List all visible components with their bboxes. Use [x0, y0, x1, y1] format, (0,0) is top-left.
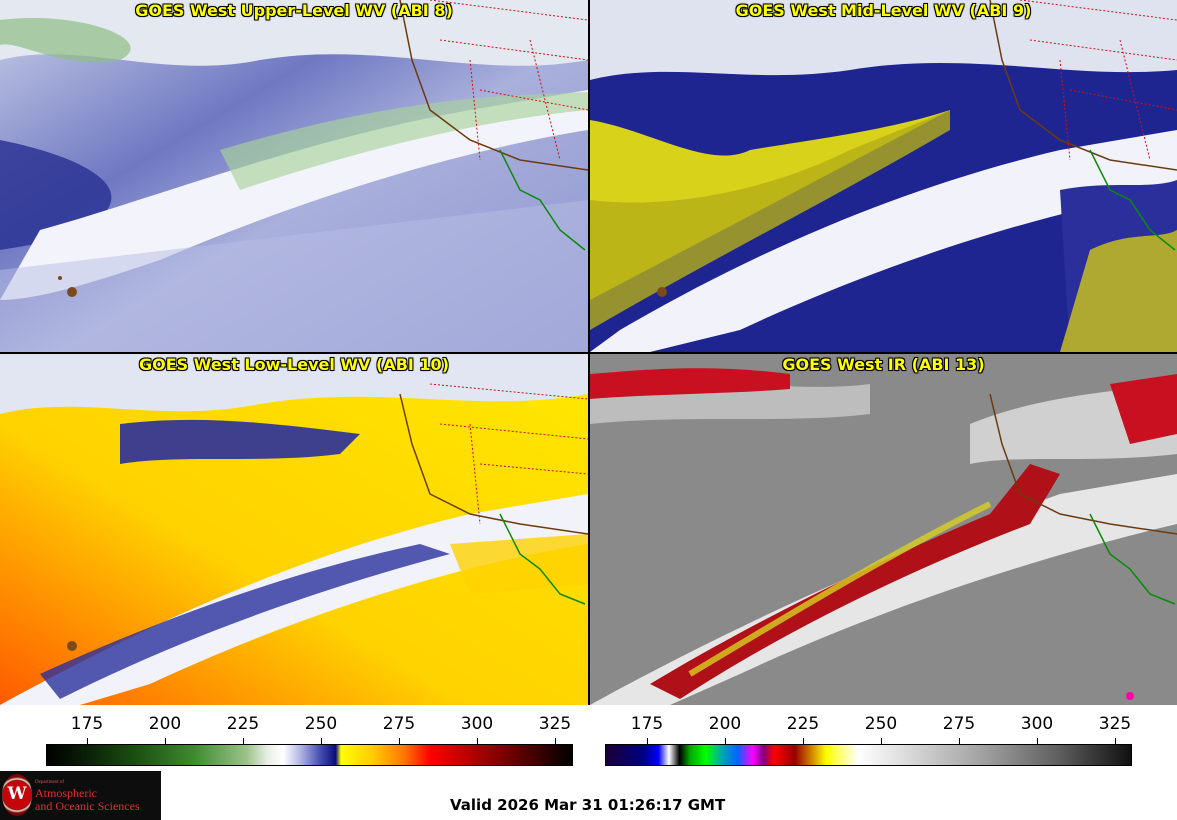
- low-level-wv-image: [0, 354, 588, 705]
- ir-colorbar-tick: [725, 738, 726, 744]
- panel-title-mid-wv: GOES West Mid-Level WV (ABI 9): [735, 1, 1032, 20]
- mid-level-wv-image: [590, 0, 1177, 352]
- ir-colorbar-tick: [1115, 738, 1116, 744]
- wv-colorbar-tick: [165, 738, 166, 744]
- water-vapor-colorbar: [46, 744, 573, 766]
- wv-colorbar-tick: [87, 738, 88, 744]
- wv-colorbar-tick: [555, 738, 556, 744]
- wv-colorbar-tick-label: 275: [382, 714, 416, 734]
- mid-level-wv-panel: GOES West Mid-Level WV (ABI 9): [590, 0, 1177, 352]
- logo-department-line: Department of: [35, 780, 65, 785]
- ir-colorbar-tick: [803, 738, 804, 744]
- logo-name-line1: Atmospheric: [35, 786, 97, 800]
- infrared-colorbar: [605, 744, 1132, 766]
- infrared-image: [590, 354, 1177, 705]
- valid-time-label: Valid 2026 Mar 31 01:26:17 GMT: [450, 796, 726, 814]
- panel-divider-horizontal: [0, 352, 1177, 354]
- ir-colorbar-tick-label: 300: [1020, 714, 1054, 734]
- wv-colorbar-tick-label: 175: [70, 714, 104, 734]
- ir-colorbar-tick: [1037, 738, 1038, 744]
- seal-letter: W: [7, 784, 27, 804]
- ir-colorbar-tick: [881, 738, 882, 744]
- wv-colorbar-tick-label: 225: [226, 714, 260, 734]
- aos-department-logo[interactable]: W Department of Atmospheric and Oceanic …: [0, 771, 161, 820]
- wv-colorbar-tick-label: 200: [148, 714, 182, 734]
- ir-colorbar-tick-label: 275: [942, 714, 976, 734]
- uw-seal-icon: W: [2, 774, 32, 816]
- wv-colorbar-tick: [321, 738, 322, 744]
- wv-colorbar-tick: [477, 738, 478, 744]
- ir-colorbar-tick-label: 325: [1098, 714, 1132, 734]
- infrared-panel: GOES West IR (ABI 13): [590, 354, 1177, 705]
- upper-level-wv-image: [0, 0, 588, 352]
- wv-colorbar-tick-label: 250: [304, 714, 338, 734]
- upper-level-wv-panel: GOES West Upper-Level WV (ABI 8): [0, 0, 588, 352]
- ir-colorbar-tick: [647, 738, 648, 744]
- wv-colorbar-tick-label: 300: [460, 714, 494, 734]
- wv-colorbar-tick: [399, 738, 400, 744]
- ir-colorbar-tick-label: 200: [708, 714, 742, 734]
- low-level-wv-panel: GOES West Low-Level WV (ABI 10): [0, 354, 588, 705]
- ir-colorbar-tick-label: 175: [630, 714, 664, 734]
- wv-colorbar-tick-label: 325: [538, 714, 572, 734]
- wv-colorbar-tick: [243, 738, 244, 744]
- panel-title-upper-wv: GOES West Upper-Level WV (ABI 8): [135, 1, 453, 20]
- panel-title-ir: GOES West IR (ABI 13): [782, 355, 985, 374]
- ir-colorbar-tick-label: 225: [786, 714, 820, 734]
- ir-colorbar-tick-label: 250: [864, 714, 898, 734]
- ir-colorbar-tick: [959, 738, 960, 744]
- logo-name-line2: and Oceanic Sciences: [35, 799, 140, 813]
- panel-title-low-wv: GOES West Low-Level WV (ABI 10): [138, 355, 449, 374]
